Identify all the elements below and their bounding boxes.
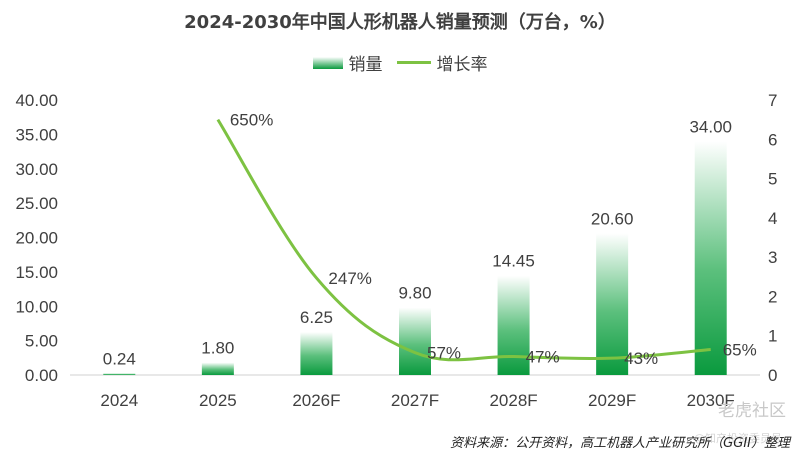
legend-label-sales: 销量 xyxy=(348,55,383,75)
bar-2025 xyxy=(201,362,234,375)
line-data-label: 57% xyxy=(427,344,461,363)
y-right-tick-label: 7 xyxy=(768,91,777,110)
y-right-tick-label: 2 xyxy=(768,287,777,306)
x-tick-label: 2026F xyxy=(292,391,340,410)
y-left-tick-label: 20.00 xyxy=(15,229,58,248)
x-tick-label: 2024 xyxy=(100,391,138,410)
legend-swatch-bar xyxy=(312,56,343,69)
bar-data-label: 20.60 xyxy=(591,209,634,228)
legend: 销量 增长率 xyxy=(0,50,800,75)
bar-2024 xyxy=(103,373,136,375)
y-left-tick-label: 30.00 xyxy=(15,160,58,179)
legend-swatch-line xyxy=(396,61,431,64)
line-data-label: 47% xyxy=(526,348,560,367)
legend-label-growth: 增长率 xyxy=(436,55,488,75)
legend-item-sales: 销量 xyxy=(312,50,383,75)
y-right-tick-label: 3 xyxy=(768,248,777,267)
y-left-tick-label: 25.00 xyxy=(15,194,58,213)
bar-2027F xyxy=(399,307,431,375)
bar-data-label: 34.00 xyxy=(689,117,732,136)
source-note: 资料来源：公开资料，高工机器人产业研究所（GGII）整理 xyxy=(450,436,790,451)
growth-rate-line xyxy=(216,118,711,362)
y-left-tick-label: 15.00 xyxy=(15,263,58,282)
y-left-tick-label: 0.00 xyxy=(25,366,58,385)
bar-data-label: 9.80 xyxy=(398,284,431,303)
bar-2030F xyxy=(694,141,727,375)
x-tick-label: 2029F xyxy=(588,391,636,410)
y-right-tick-label: 0 xyxy=(768,366,777,385)
line-data-label: 65% xyxy=(723,340,757,359)
y-left-tick-label: 35.00 xyxy=(15,125,58,144)
y-right-tick-label: 5 xyxy=(768,170,777,189)
x-tick-label: 2025 xyxy=(199,391,237,410)
y-right-tick-label: 6 xyxy=(768,130,777,149)
x-tick-label: 2030F xyxy=(687,391,735,410)
line-data-label: 247% xyxy=(328,269,371,288)
x-tick-label: 2027F xyxy=(391,391,439,410)
watermark-text: 老虎社区 xyxy=(718,401,786,421)
bar-2026F xyxy=(300,332,333,375)
bar-data-label: 1.80 xyxy=(201,339,234,358)
x-tick-label: 2028F xyxy=(489,391,537,410)
y-right-tick-label: 1 xyxy=(768,327,777,346)
bar-data-label: 6.25 xyxy=(300,308,333,327)
bar-data-label: 14.45 xyxy=(492,252,535,271)
bar-2029F xyxy=(596,233,629,375)
legend-item-growth: 增长率 xyxy=(396,50,488,75)
y-left-tick-label: 5.00 xyxy=(25,332,58,351)
watermark-subtext: @知产投资委员号 xyxy=(694,432,782,445)
bar-data-label: 0.24 xyxy=(103,349,136,368)
y-left-tick-label: 10.00 xyxy=(15,297,58,316)
chart-title: 2024-2030年中国人形机器人销量预测（万台，%） xyxy=(184,12,616,33)
line-data-label: 43% xyxy=(624,349,658,368)
y-left-tick-label: 40.00 xyxy=(15,91,58,110)
line-data-label: 650% xyxy=(230,111,273,130)
y-right-tick-label: 4 xyxy=(768,209,777,228)
bar-2028F xyxy=(497,275,530,375)
